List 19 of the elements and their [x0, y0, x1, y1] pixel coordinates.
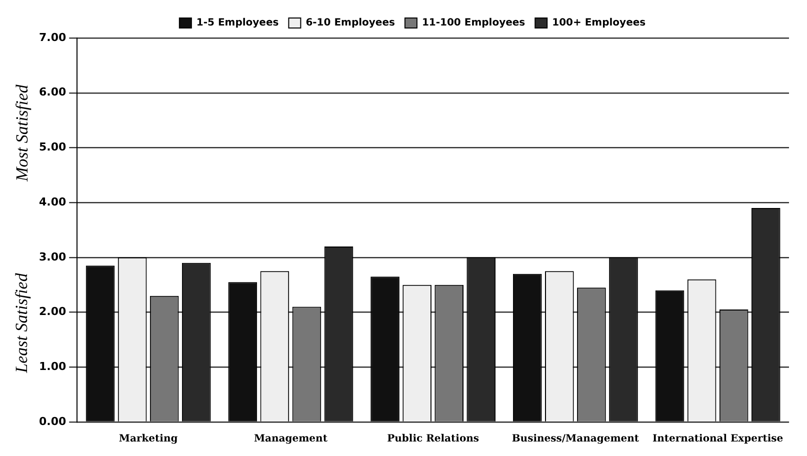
y-tick-label: 4.00 — [39, 195, 66, 208]
y-tick-label: 2.00 — [39, 305, 66, 318]
x-tick-label: Management — [254, 434, 328, 445]
y-tick-label: 5.00 — [39, 140, 66, 154]
x-tick-label: Business/Management — [512, 434, 640, 445]
text: Most Satisfied — [12, 84, 32, 182]
legend-label: 1-5 Employees — [196, 18, 279, 29]
y-tick-label: 7.00 — [39, 30, 66, 44]
x-tick-label: International Expertise — [652, 434, 784, 445]
text: Least Satisfied — [12, 273, 32, 373]
y-tick-label: 3.00 — [39, 250, 66, 264]
y-tick-label: 0.00 — [39, 414, 66, 428]
x-tick-label: Marketing — [118, 434, 178, 445]
y-tick-label: 6.00 — [39, 86, 66, 99]
y-tick-label: 1.00 — [39, 360, 66, 373]
legend-label: 6-10 Employees — [306, 18, 395, 29]
legend-label: 11-100 Employees — [422, 18, 526, 29]
x-tick-label: Public Relations — [387, 434, 480, 445]
legend-label: 100+ Employees — [552, 18, 646, 29]
